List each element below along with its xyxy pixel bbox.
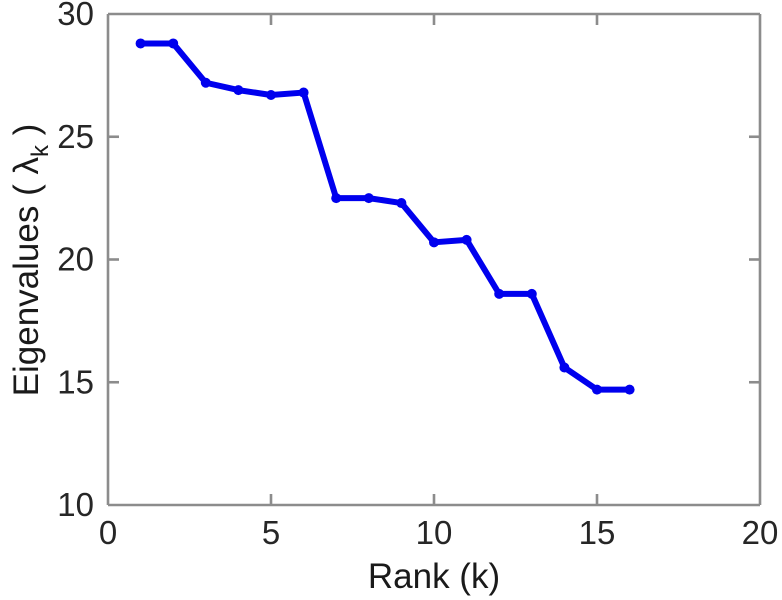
data-point-marker bbox=[494, 288, 505, 299]
y-tick-label: 10 bbox=[57, 486, 94, 523]
data-point-marker bbox=[429, 237, 439, 248]
y-tick-label: 25 bbox=[57, 118, 94, 155]
y-tick-label: 15 bbox=[57, 363, 94, 400]
data-point-marker bbox=[559, 362, 570, 373]
y-axis-title-group: Eigenvalues ( λk ) bbox=[7, 124, 54, 397]
data-point-marker bbox=[396, 198, 407, 209]
data-point-marker bbox=[135, 38, 146, 49]
x-tick-label: 10 bbox=[416, 514, 453, 551]
y-axis-tick-labels: 10 15 20 25 30 bbox=[57, 0, 94, 523]
x-tick-label: 15 bbox=[579, 514, 616, 551]
data-series-markers bbox=[135, 38, 635, 395]
y-axis-title-main: Eigenvalues ( λ bbox=[7, 157, 46, 397]
data-series-line bbox=[137, 40, 633, 393]
y-axis-title: Eigenvalues ( λk ) bbox=[7, 124, 54, 397]
data-point-marker bbox=[526, 288, 537, 299]
data-point-marker bbox=[266, 90, 276, 101]
x-tick-label: 0 bbox=[99, 514, 117, 551]
x-axis-tick-labels: 0 5 10 15 20 bbox=[99, 514, 779, 551]
data-point-marker bbox=[298, 87, 309, 98]
x-axis-title: Rank (k) bbox=[368, 557, 500, 596]
data-point-marker bbox=[200, 77, 211, 88]
data-point-marker bbox=[624, 384, 635, 395]
y-axis-ticks bbox=[108, 135, 760, 384]
y-axis-title-close: ) bbox=[7, 124, 46, 145]
data-point-marker bbox=[363, 193, 374, 204]
data-point-marker bbox=[233, 85, 244, 96]
data-point-marker bbox=[592, 384, 602, 395]
data-point-marker bbox=[331, 193, 342, 204]
y-tick-label: 20 bbox=[57, 241, 94, 278]
x-tick-label: 20 bbox=[742, 514, 779, 551]
data-point-marker bbox=[461, 234, 472, 245]
y-tick-label: 30 bbox=[57, 0, 94, 32]
y-axis-title-subscript: k bbox=[27, 144, 54, 157]
x-tick-label: 5 bbox=[262, 514, 280, 551]
x-axis-ticks bbox=[269, 14, 599, 505]
data-point-marker bbox=[168, 38, 179, 49]
